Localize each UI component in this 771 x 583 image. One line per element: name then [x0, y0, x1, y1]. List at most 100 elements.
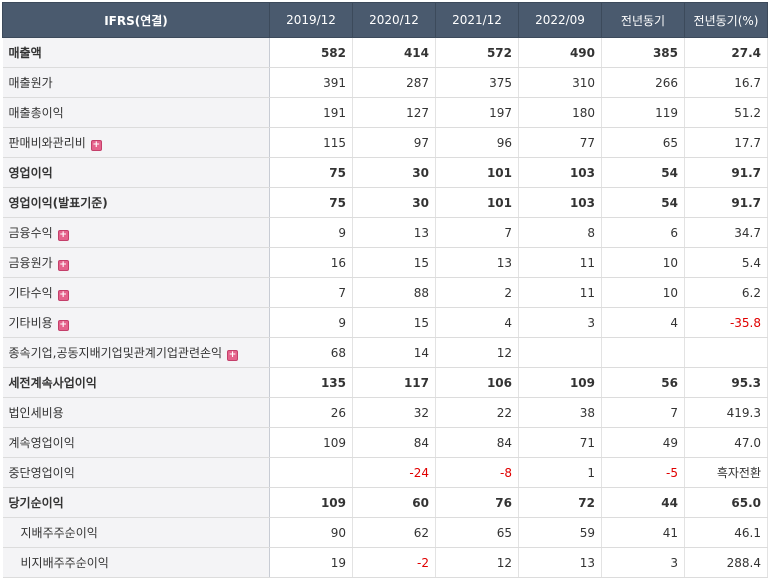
row-label: 금융수익 — [8, 226, 53, 240]
value-cell: 13 — [435, 247, 519, 278]
value-cell: -8 — [435, 457, 519, 488]
value-cell: 6.2 — [684, 277, 768, 308]
value-cell: 385 — [601, 37, 685, 68]
value-cell: 12 — [435, 547, 519, 578]
row-label: 매출원가 — [8, 76, 53, 90]
value-cell: 77 — [518, 127, 602, 158]
value-cell: 27.4 — [684, 37, 768, 68]
row-label: 중단영업이익 — [8, 466, 75, 480]
table-row: 비지배주주순이익 19 -2 12 13 3 288.4 — [2, 547, 768, 578]
value-cell: 7 — [269, 277, 353, 308]
value-cell: 59 — [518, 517, 602, 548]
value-cell: 101 — [435, 157, 519, 188]
value-cell: 65.0 — [684, 487, 768, 518]
plus-icon[interactable]: + — [90, 140, 102, 151]
row-label: 지배주주순이익 — [20, 526, 98, 540]
value-cell: 56 — [601, 367, 685, 398]
value-cell: 91.7 — [684, 187, 768, 218]
row-label: 금융원가 — [8, 256, 53, 270]
value-cell: 419.3 — [684, 397, 768, 428]
value-cell: 115 — [269, 127, 353, 158]
value-cell: 103 — [518, 157, 602, 188]
value-cell: 49 — [601, 427, 685, 458]
table-row: 금융원가 +16 15 13 11 10 5.4 — [2, 247, 768, 278]
value-cell: 22 — [435, 397, 519, 428]
row-label: 매출총이익 — [8, 106, 64, 120]
table-row: 지배주주순이익 90 62 65 59 41 46.1 — [2, 517, 768, 548]
table-header: IFRS(연결) 2019/12 2020/12 2021/12 2022/09… — [2, 2, 768, 38]
header-cell-2019-12: 2019/12 — [269, 2, 353, 38]
row-label-cell: 금융수익 + — [2, 217, 270, 248]
plus-icon[interactable]: + — [57, 260, 69, 271]
table-row: 영업이익(발표기준) 75 30 101 103 54 91.7 — [2, 187, 768, 218]
row-label-cell: 비지배주주순이익 — [2, 547, 270, 578]
value-cell: 9 — [269, 217, 353, 248]
value-cell: 16.7 — [684, 67, 768, 98]
row-label-cell: 기타비용 + — [2, 307, 270, 338]
value-cell: 68 — [269, 337, 353, 368]
table-row: 종속기업,공동지배기업및관계기업관련손익 +68 14 12 — [2, 337, 768, 368]
table-row: 매출액 582 414 572 490 385 27.4 — [2, 37, 768, 68]
value-cell: 흑자전환 — [684, 457, 768, 488]
row-label-cell: 매출원가 — [2, 67, 270, 98]
value-cell: 15 — [352, 247, 436, 278]
value-cell: 109 — [269, 487, 353, 518]
plus-icon[interactable]: + — [227, 350, 239, 361]
row-label-cell: 중단영업이익 — [2, 457, 270, 488]
header-cell-prior-period: 전년동기 — [601, 2, 685, 38]
value-cell: 572 — [435, 37, 519, 68]
value-cell — [684, 337, 768, 368]
row-label-cell: 영업이익 — [2, 157, 270, 188]
header-row: IFRS(연결) 2019/12 2020/12 2021/12 2022/09… — [2, 2, 768, 38]
value-cell: 414 — [352, 37, 436, 68]
value-cell: 84 — [435, 427, 519, 458]
header-cell-prior-period-pct: 전년동기(%) — [684, 2, 768, 38]
row-label: 계속영업이익 — [8, 436, 75, 450]
row-label-cell: 매출총이익 — [2, 97, 270, 128]
value-cell: 19 — [269, 547, 353, 578]
header-cell-ifrs: IFRS(연결) — [2, 2, 270, 38]
value-cell: 287 — [352, 67, 436, 98]
value-cell: 10 — [601, 247, 685, 278]
value-cell: 88 — [352, 277, 436, 308]
value-cell: 38 — [518, 397, 602, 428]
value-cell — [518, 337, 602, 368]
row-label-cell: 당기순이익 — [2, 487, 270, 518]
value-cell: 2 — [435, 277, 519, 308]
row-label: 기타비용 — [8, 316, 53, 330]
value-cell: 17.7 — [684, 127, 768, 158]
value-cell: -2 — [352, 547, 436, 578]
row-label-cell: 판매비와관리비 + — [2, 127, 270, 158]
plus-icon[interactable]: + — [57, 290, 69, 301]
table-row: 영업이익 75 30 101 103 54 91.7 — [2, 157, 768, 188]
plus-icon[interactable]: + — [57, 320, 69, 331]
value-cell — [601, 337, 685, 368]
row-label-cell: 지배주주순이익 — [2, 517, 270, 548]
value-cell: 91.7 — [684, 157, 768, 188]
table-row: 세전계속사업이익 135 117 106 109 56 95.3 — [2, 367, 768, 398]
table-row: 계속영업이익 109 84 84 71 49 47.0 — [2, 427, 768, 458]
value-cell: 46.1 — [684, 517, 768, 548]
value-cell: 44 — [601, 487, 685, 518]
value-cell: 197 — [435, 97, 519, 128]
value-cell: 90 — [269, 517, 353, 548]
value-cell: 490 — [518, 37, 602, 68]
value-cell: 13 — [352, 217, 436, 248]
value-cell: 30 — [352, 187, 436, 218]
table-row: 매출원가 391 287 375 310 266 16.7 — [2, 67, 768, 98]
table-row: 판매비와관리비 +115 97 96 77 65 17.7 — [2, 127, 768, 158]
plus-icon[interactable]: + — [57, 230, 69, 241]
value-cell: -35.8 — [684, 307, 768, 338]
value-cell: 97 — [352, 127, 436, 158]
value-cell: 47.0 — [684, 427, 768, 458]
value-cell: -24 — [352, 457, 436, 488]
row-label: 종속기업,공동지배기업및관계기업관련손익 — [8, 346, 223, 360]
value-cell: 13 — [518, 547, 602, 578]
row-label: 기타수익 — [8, 286, 53, 300]
row-label-cell: 세전계속사업이익 — [2, 367, 270, 398]
value-cell: 75 — [269, 157, 353, 188]
value-cell: 51.2 — [684, 97, 768, 128]
value-cell: 191 — [269, 97, 353, 128]
header-cell-2020-12: 2020/12 — [352, 2, 436, 38]
